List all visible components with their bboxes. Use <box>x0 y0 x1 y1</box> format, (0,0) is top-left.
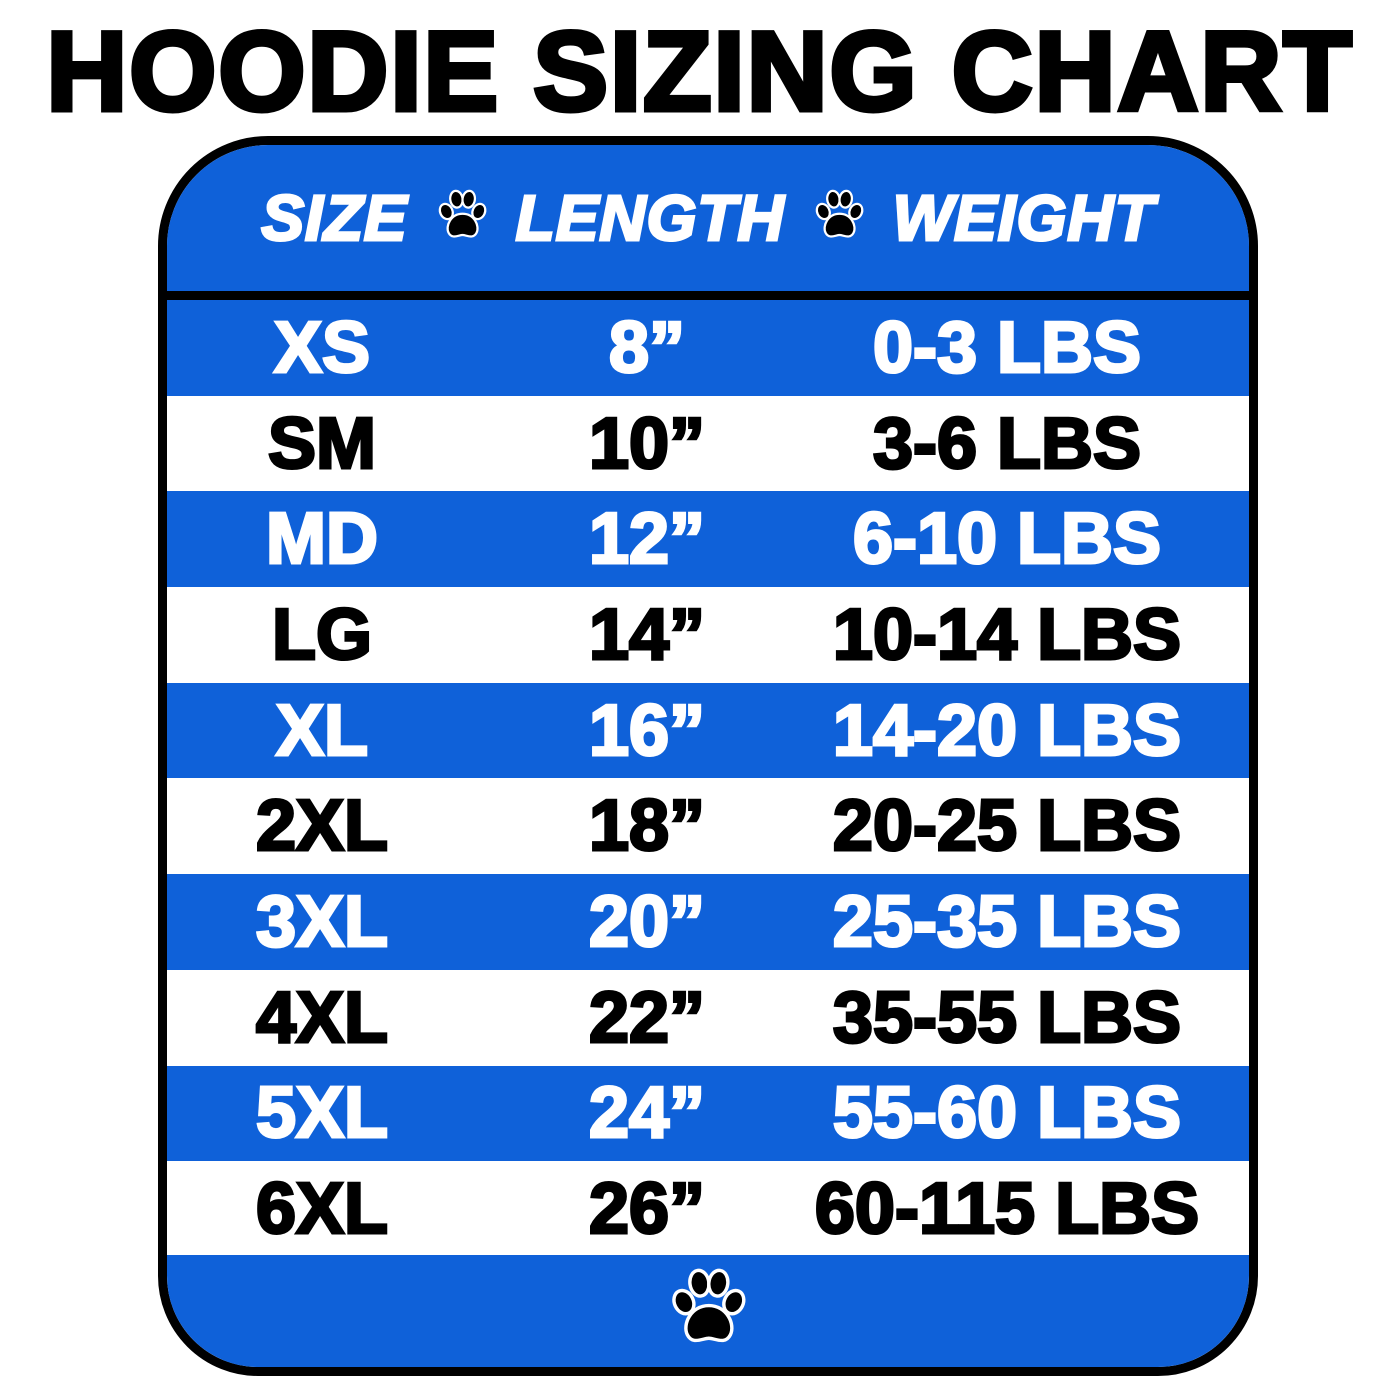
sizing-table: SIZE LENGTH WEIGHT XS 8” 0-3 LBS SM 10” 3-6 L… <box>158 136 1258 1376</box>
weight-cell: 25-35 LBS <box>831 880 1182 963</box>
size-cell: LG <box>271 593 374 676</box>
table-row: 5XL 24” 55-60 LBS <box>167 1065 1249 1162</box>
size-cell: XS <box>272 306 371 389</box>
length-cell: 20” <box>587 880 706 963</box>
table-row: XS 8” 0-3 LBS <box>167 300 1249 396</box>
size-cell: 3XL <box>254 880 389 963</box>
size-cell: XL <box>274 689 369 772</box>
length-cell: 10” <box>587 402 706 485</box>
paw-print-icon <box>811 188 867 249</box>
weight-cell: 6-10 LBS <box>851 498 1162 581</box>
weight-cell: 55-60 LBS <box>831 1072 1182 1155</box>
table-row: SM 10” 3-6 LBS <box>167 395 1249 492</box>
column-header-weight: WEIGHT <box>891 181 1155 256</box>
size-cell: 4XL <box>254 976 389 1059</box>
page-title: HOODIE SIZING CHART <box>44 9 1354 134</box>
length-cell: 26” <box>587 1168 706 1251</box>
weight-cell: 10-14 LBS <box>831 593 1182 676</box>
table-body: XS 8” 0-3 LBS SM 10” 3-6 LBS MD 12” 6-10 LBS LG 14… <box>167 300 1249 1257</box>
length-cell: 12” <box>587 498 706 581</box>
size-cell: 2XL <box>254 785 389 868</box>
length-cell: 22” <box>587 976 706 1059</box>
weight-cell: 20-25 LBS <box>831 785 1182 868</box>
weight-cell: 60-115 LBS <box>813 1168 1200 1251</box>
length-cell: 18” <box>587 785 706 868</box>
table-footer <box>167 1255 1249 1367</box>
weight-cell: 0-3 LBS <box>871 306 1142 389</box>
size-cell: SM <box>267 402 378 485</box>
length-cell: 24” <box>587 1072 706 1155</box>
length-cell: 8” <box>607 306 686 389</box>
paw-print-icon <box>434 188 490 249</box>
size-cell: 5XL <box>254 1072 389 1155</box>
table-row: 3XL 20” 25-35 LBS <box>167 874 1249 970</box>
table-row: LG 14” 10-14 LBS <box>167 587 1249 683</box>
size-cell: 6XL <box>254 1168 389 1251</box>
column-header-size: SIZE <box>260 181 408 256</box>
table-row: 4XL 22” 35-55 LBS <box>167 969 1249 1066</box>
weight-cell: 3-6 LBS <box>871 402 1142 485</box>
length-cell: 14” <box>587 593 706 676</box>
table-row: XL 16” 14-20 LBS <box>167 682 1249 779</box>
table-row: 2XL 18” 20-25 LBS <box>167 778 1249 875</box>
weight-cell: 35-55 LBS <box>831 976 1182 1059</box>
table-header: SIZE LENGTH WEIGHT <box>167 145 1249 300</box>
table-row: 6XL 26” 60-115 LBS <box>167 1161 1249 1257</box>
weight-cell: 14-20 LBS <box>831 689 1182 772</box>
size-cell: MD <box>265 498 380 581</box>
table-row: MD 12” 6-10 LBS <box>167 491 1249 588</box>
column-header-length: LENGTH <box>514 181 785 256</box>
paw-print-icon <box>665 1266 751 1357</box>
length-cell: 16” <box>587 689 706 772</box>
